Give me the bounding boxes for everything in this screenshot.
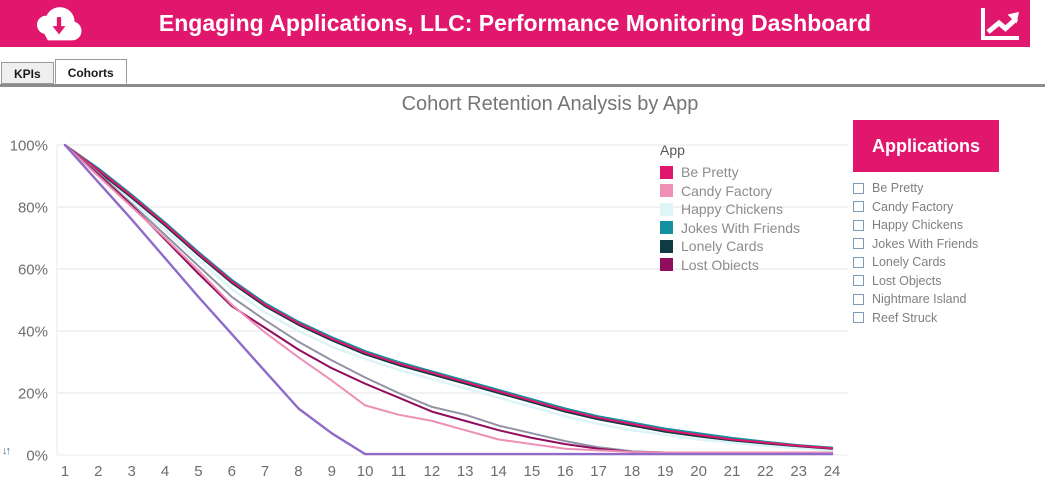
x-tick-label: 22 bbox=[757, 463, 774, 480]
y-tick-label: 100% bbox=[10, 138, 48, 155]
legend-label: Happy Chickens bbox=[681, 201, 783, 218]
chart-title: Cohort Retention Analysis by App bbox=[401, 93, 699, 115]
checkbox[interactable] bbox=[853, 312, 864, 323]
x-tick-label: 12 bbox=[424, 463, 441, 480]
filter-item-label: Candy Factory bbox=[872, 199, 954, 214]
filter-item[interactable]: Reef Struck bbox=[853, 309, 999, 327]
legend-item[interactable]: Candy Factory bbox=[660, 182, 800, 201]
x-tick-label: 2 bbox=[94, 463, 102, 480]
filter-item[interactable]: Happy Chickens bbox=[853, 216, 999, 234]
x-tick-label: 3 bbox=[128, 463, 136, 480]
legend-title: App bbox=[660, 142, 685, 158]
tab-bar: KPIs Cohorts bbox=[0, 59, 1045, 87]
legend-swatch bbox=[660, 239, 673, 253]
trending-chart-icon[interactable] bbox=[971, 3, 1027, 45]
checkbox[interactable] bbox=[853, 256, 864, 268]
x-tick-label: 20 bbox=[690, 463, 707, 480]
y-tick-label: 60% bbox=[18, 262, 48, 279]
legend-items: Be Pretty Candy Factory Happy Chickens Joke… bbox=[660, 163, 800, 274]
checkbox[interactable] bbox=[853, 201, 864, 212]
line-be-pretty[interactable] bbox=[64, 144, 834, 450]
dashboard-title: Engaging Applications, LLC: Performance … bbox=[158, 10, 872, 36]
filter-item[interactable]: Lonely Cards bbox=[853, 253, 999, 271]
tab-kpis[interactable]: KPIs bbox=[1, 62, 54, 84]
filter-item[interactable]: Lost Objects bbox=[853, 272, 999, 290]
line-lonely-cards[interactable] bbox=[64, 144, 834, 450]
checkbox[interactable] bbox=[853, 293, 864, 305]
checkbox[interactable] bbox=[853, 219, 864, 231]
legend-item[interactable]: Lonely Cards bbox=[660, 237, 800, 256]
filter-item-label: Lost Objects bbox=[872, 273, 942, 288]
chart-legend: App Be Pretty Candy Factory Happy Chickens… bbox=[660, 142, 800, 274]
filter-item-label: Happy Chickens bbox=[872, 218, 964, 232]
checkbox[interactable] bbox=[853, 238, 864, 249]
legend-label: Lost Obiects bbox=[681, 256, 759, 273]
x-tick-label: 13 bbox=[457, 463, 474, 480]
filter-item-label: Lonely Cards bbox=[872, 255, 946, 269]
applications-filter-panel: Applications Be Pretty Candy Factory Happy… bbox=[853, 120, 999, 327]
y-tick-label: 0% bbox=[26, 448, 48, 465]
line-jokes-with-friends[interactable] bbox=[64, 144, 834, 449]
retention-line-chart[interactable]: 100%80%60%40%20%0%1 2 3 4 5 6 7 8 9 10 11 12 13 14 15 1… bbox=[0, 130, 860, 482]
y-tick-label: 80% bbox=[18, 200, 48, 217]
line-candy-factory[interactable] bbox=[64, 144, 834, 454]
filter-item-label: Be Pretty bbox=[872, 181, 924, 195]
x-tick-label: 1 bbox=[61, 463, 69, 480]
filter-item[interactable]: Jokes With Friends bbox=[853, 235, 999, 253]
line-nightmare-island[interactable] bbox=[63, 143, 834, 456]
filter-item-label: Reef Struck bbox=[872, 310, 938, 325]
x-tick-label: 15 bbox=[524, 463, 541, 480]
legend-label: Be Pretty bbox=[681, 164, 739, 181]
cloud-download-icon[interactable] bbox=[30, 5, 88, 43]
x-tick-label: 11 bbox=[391, 463, 407, 480]
legend-label: Candy Factory bbox=[681, 182, 773, 199]
legend-swatch bbox=[660, 165, 673, 179]
x-tick-label: 24 bbox=[824, 463, 841, 480]
x-tick-label: 5 bbox=[194, 463, 202, 480]
y-tick-label: 20% bbox=[18, 386, 48, 403]
legend-label: Jokes With Friends bbox=[681, 219, 801, 236]
legend-swatch bbox=[660, 202, 673, 216]
filter-item[interactable]: Be Pretty bbox=[853, 179, 999, 197]
legend-item[interactable]: Happy Chickens bbox=[660, 200, 800, 219]
x-tick-label: 14 bbox=[490, 463, 507, 480]
legend-swatch bbox=[660, 258, 673, 272]
axis-sort-icon[interactable]: ↓↑ bbox=[2, 445, 11, 457]
x-tick-label: 10 bbox=[357, 463, 374, 480]
x-tick-label: 4 bbox=[161, 463, 169, 480]
legend-item[interactable]: Jokes With Friends bbox=[660, 219, 800, 238]
x-tick-label: 18 bbox=[624, 463, 641, 480]
legend-item[interactable]: Lost Obiects bbox=[660, 256, 800, 275]
x-tick-label: 16 bbox=[557, 463, 574, 480]
line-happy-chickens[interactable] bbox=[63, 143, 834, 452]
filter-item-label: Nightmare Island bbox=[872, 292, 967, 306]
app-header: Engaging Applications, LLC: Performance … bbox=[0, 0, 1030, 47]
legend-label: Lonely Cards bbox=[681, 238, 764, 255]
x-tick-label: 7 bbox=[261, 463, 269, 480]
filter-item-label: Jokes With Friends bbox=[872, 236, 979, 251]
checkbox[interactable] bbox=[853, 275, 864, 286]
x-tick-label: 8 bbox=[294, 463, 302, 480]
legend-swatch bbox=[660, 221, 673, 235]
filter-items: Be Pretty Candy Factory Happy Chickens Joke… bbox=[853, 179, 999, 327]
filter-item[interactable]: Nightmare Island bbox=[853, 290, 999, 308]
filter-panel-title: Applications bbox=[853, 120, 999, 172]
x-tick-label: 17 bbox=[590, 463, 607, 480]
x-tick-label: 23 bbox=[790, 463, 807, 480]
x-tick-label: 21 bbox=[724, 463, 741, 480]
tab-cohorts[interactable]: Cohorts bbox=[54, 59, 127, 84]
legend-item[interactable]: Be Pretty bbox=[660, 163, 800, 182]
filter-item[interactable]: Candy Factory bbox=[853, 198, 999, 216]
legend-swatch bbox=[660, 184, 673, 198]
checkbox[interactable] bbox=[853, 182, 864, 194]
y-tick-label: 40% bbox=[18, 324, 48, 341]
x-tick-label: 9 bbox=[328, 463, 336, 480]
x-tick-label: 19 bbox=[657, 463, 674, 480]
x-tick-label: 6 bbox=[228, 463, 236, 480]
